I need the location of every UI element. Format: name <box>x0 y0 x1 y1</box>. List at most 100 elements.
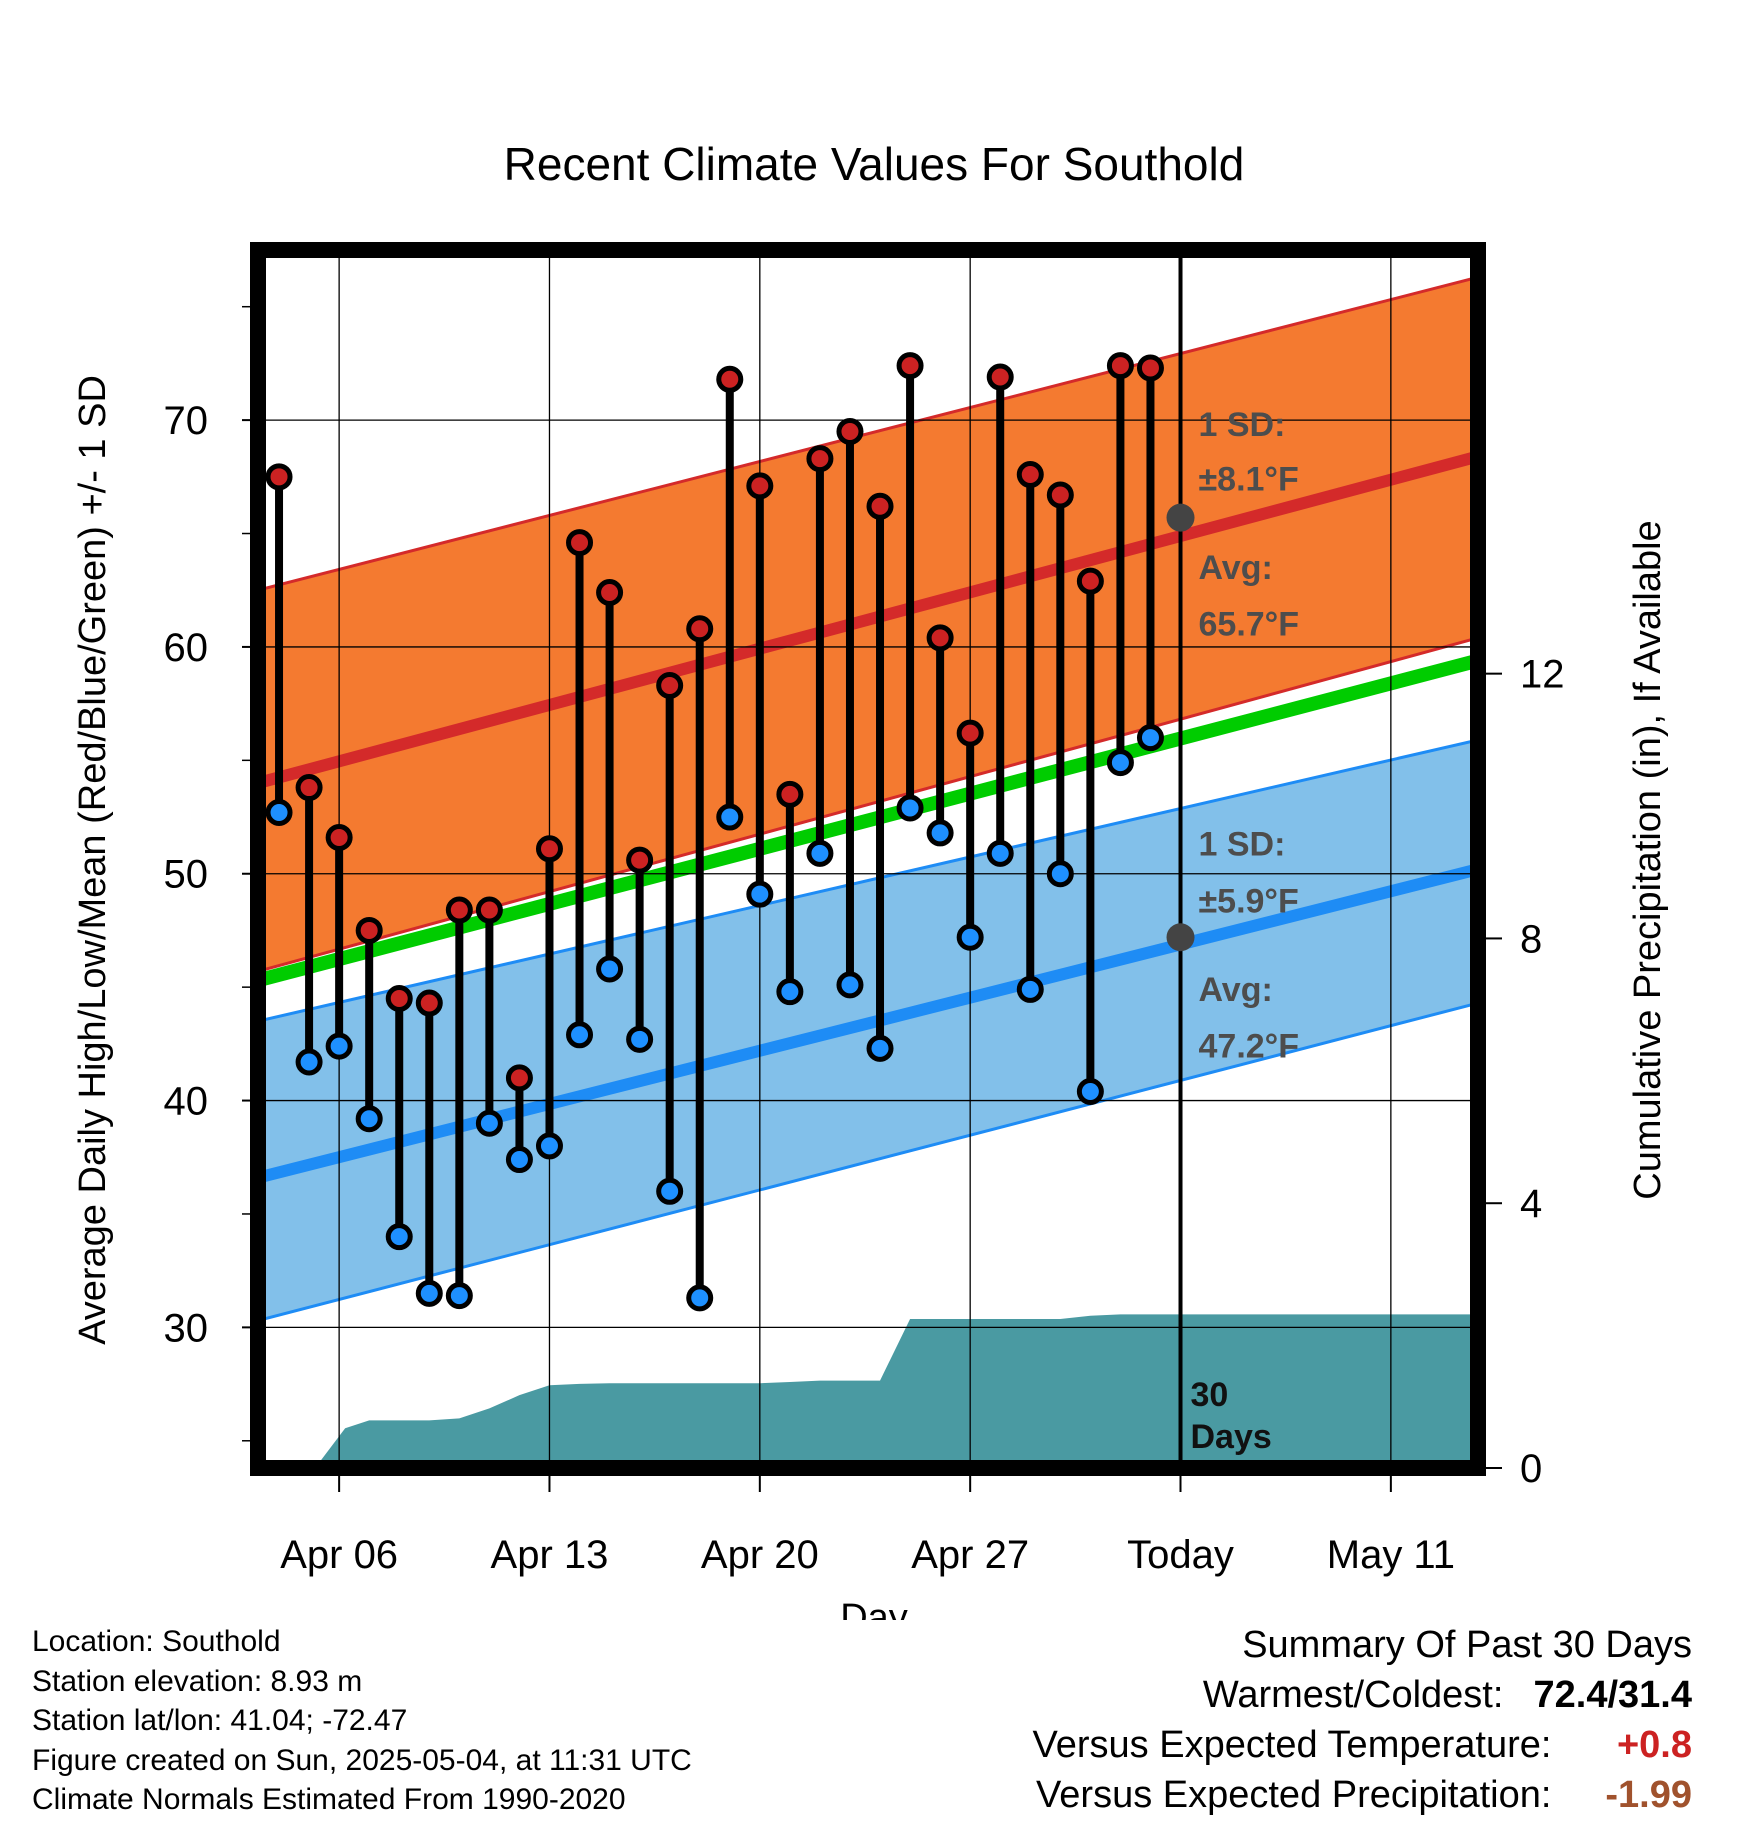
low-marker <box>295 1048 323 1076</box>
low-marker <box>896 794 924 822</box>
y-axis-label: Average Daily High/Low/Mean (Red/Blue/Gr… <box>72 375 114 1345</box>
precip-area <box>258 1314 1478 1468</box>
high-marker <box>926 624 954 652</box>
low-marker <box>505 1146 533 1174</box>
high-marker <box>355 916 383 944</box>
low-marker <box>325 1032 353 1060</box>
high-marker <box>746 472 774 500</box>
high-marker <box>896 352 924 380</box>
high-marker <box>836 417 864 445</box>
low-marker <box>1016 975 1044 1003</box>
x-tick-label: Today <box>1127 1533 1234 1577</box>
normals-text: Climate Normals Estimated From 1990-2020 <box>32 1783 626 1816</box>
x-tick-label: Apr 20 <box>701 1533 819 1577</box>
period-days-label: Days <box>1191 1418 1272 1456</box>
high-marker <box>956 719 984 747</box>
warmest-value: 72.4/31.4 <box>1533 1674 1692 1716</box>
low-marker <box>686 1284 714 1312</box>
elevation-text: Station elevation: 8.93 m <box>32 1664 363 1698</box>
y-tick-label: 30 <box>164 1306 209 1350</box>
low-sd-value: ±5.9°F <box>1199 882 1299 920</box>
low-marker <box>1136 724 1164 752</box>
low-marker <box>385 1223 413 1251</box>
y2-axis-label: Cumulative Precipitation (in), If Availa… <box>1627 520 1669 1199</box>
low-marker <box>415 1279 443 1307</box>
high-marker <box>776 780 804 808</box>
summary-heading: Summary Of Past 30 Days <box>1242 1624 1692 1666</box>
high-marker <box>716 365 744 393</box>
high-marker <box>295 774 323 802</box>
precip-label: Versus Expected Precipitation: <box>1036 1774 1552 1816</box>
high-marker <box>385 984 413 1012</box>
low-marker <box>956 923 984 951</box>
high-marker <box>415 989 443 1017</box>
high-marker <box>656 671 684 699</box>
y-tick-label: 40 <box>164 1080 209 1124</box>
low-marker <box>866 1034 894 1062</box>
low-marker <box>596 955 624 983</box>
high-marker <box>626 846 654 874</box>
temp-value: +0.8 <box>1616 1724 1692 1766</box>
high-upper-line <box>258 275 1478 592</box>
x-tick-label: Apr 13 <box>491 1533 609 1577</box>
period-days-number: 30 <box>1191 1376 1229 1414</box>
low-marker <box>265 799 293 827</box>
y2-tick-label: 0 <box>1520 1447 1542 1491</box>
low-marker <box>986 839 1014 867</box>
low-marker <box>445 1282 473 1310</box>
summary-warmest-row: Warmest/Coldest: 72.4/31.4 <box>1033 1670 1692 1720</box>
high-marker <box>475 896 503 924</box>
plot-interior <box>258 250 1478 1468</box>
high-sd-value: ±8.1°F <box>1199 460 1299 498</box>
high-marker <box>325 823 353 851</box>
x-tick-label: May 11 <box>1327 1533 1455 1577</box>
plot-area: 1 SD: ±8.1°F Avg: 65.7°F 1 SD: ±5.9°F Avg: 47.2… <box>164 242 1565 1577</box>
high-marker <box>535 835 563 863</box>
low-avg-value: 47.2°F <box>1199 1027 1300 1065</box>
high-marker <box>265 463 293 491</box>
low-marker <box>806 839 834 867</box>
high-avg-label: Avg: <box>1199 549 1273 587</box>
y-tick-label: 50 <box>164 853 209 897</box>
high-marker <box>505 1064 533 1092</box>
y-tick-label: 70 <box>164 399 209 443</box>
low-avg-label: Avg: <box>1199 971 1273 1009</box>
climate-chart: Recent Climate Values For Southold 1 SD:… <box>72 138 1669 1620</box>
x-tick-label: Apr 06 <box>280 1533 398 1577</box>
high-sd-label: 1 SD: <box>1199 406 1286 444</box>
latlon-text: Station lat/lon: 41.04; -72.47 <box>32 1704 408 1737</box>
high-marker <box>686 615 714 643</box>
summary-panel: Summary Of Past 30 Days Warmest/Coldest:… <box>1033 1620 1692 1820</box>
low-marker <box>716 803 744 831</box>
high-marker <box>866 492 894 520</box>
low-marker <box>926 819 954 847</box>
location-text: Location: Southold <box>32 1625 281 1658</box>
y2-tick-label: 8 <box>1520 917 1542 961</box>
high-avg-value: 65.7°F <box>1199 606 1300 644</box>
high-marker <box>1136 354 1164 382</box>
low-marker <box>776 978 804 1006</box>
low-marker <box>1076 1077 1104 1105</box>
y2-tick-label: 4 <box>1520 1182 1542 1226</box>
high-marker <box>1016 461 1044 489</box>
x-tick-label: Apr 27 <box>911 1533 1029 1577</box>
low-marker <box>355 1105 383 1133</box>
high-marker <box>566 529 594 557</box>
x-axis-label: Day <box>840 1597 908 1620</box>
precip-value: -1.99 <box>1605 1774 1692 1816</box>
low-marker <box>656 1177 684 1205</box>
high-marker <box>806 445 834 473</box>
low-marker <box>836 971 864 999</box>
station-metadata: Location: Southold Station elevation: 8.… <box>32 1622 692 1820</box>
low-marker <box>1106 749 1134 777</box>
low-sd-band <box>258 739 1478 1321</box>
summary-temp-row: Versus Expected Temperature: +0.8 <box>1033 1720 1692 1770</box>
temp-label: Versus Expected Temperature: <box>1032 1724 1552 1766</box>
plot-frame <box>250 242 1486 1476</box>
chart-title: Recent Climate Values For Southold <box>504 138 1245 190</box>
low-marker <box>566 1021 594 1049</box>
low-marker <box>746 880 774 908</box>
warmest-label: Warmest/Coldest: <box>1202 1674 1504 1716</box>
high-marker <box>596 578 624 606</box>
high-marker <box>986 363 1014 391</box>
